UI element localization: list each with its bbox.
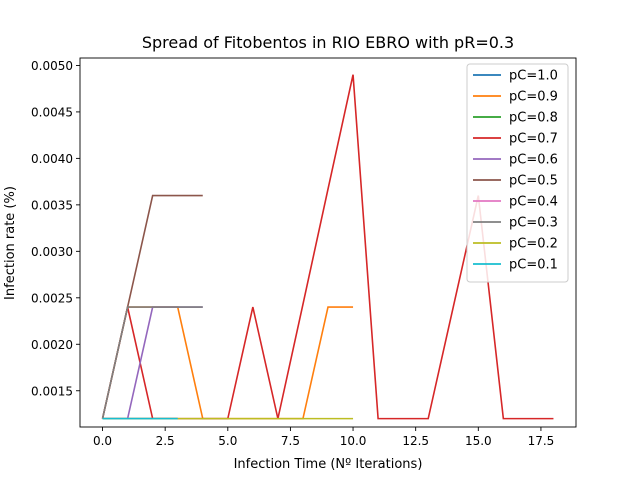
y-axis-label: Infection rate (%) xyxy=(3,186,18,300)
legend-label: pC=0.2 xyxy=(509,237,558,252)
legend: pC=1.0 pC=0.9 pC=0.8 pC=0.7 pC=0.6 pC=0.5 pC=0… xyxy=(466,63,569,283)
legend-box xyxy=(466,63,569,283)
y-tick-label: 0.0030 xyxy=(31,245,73,259)
y-tick-label: 0.0040 xyxy=(31,152,73,166)
x-tick-label: 12.5 xyxy=(402,434,429,448)
legend-label: pC=0.5 xyxy=(509,174,558,189)
x-tick-label: 15.0 xyxy=(465,434,492,448)
x-tick-label: 5.0 xyxy=(218,434,237,448)
x-tick-label: 10.0 xyxy=(340,434,367,448)
legend-label: pC=0.9 xyxy=(509,90,558,105)
legend-label: pC=0.6 xyxy=(509,153,558,168)
x-tick-label: 2.5 xyxy=(156,434,175,448)
y-tick-label: 0.0015 xyxy=(31,384,73,398)
y-tick-label: 0.0045 xyxy=(31,105,73,119)
legend-label: pC=0.4 xyxy=(509,195,558,210)
series-layer xyxy=(101,74,554,420)
legend-label: pC=0.7 xyxy=(509,132,558,147)
axes-layer: 0.0 2.5 5.0 7.5 10.0 12.5 15.0 17.5 0.0015 0.0020… xyxy=(31,57,577,448)
y-tick-label: 0.0050 xyxy=(31,59,73,73)
legend-label: pC=0.1 xyxy=(509,258,558,273)
series-line-pC=0.3 xyxy=(101,306,203,419)
y-tick-label: 0.0025 xyxy=(31,291,73,305)
legend-label: pC=0.3 xyxy=(509,216,558,231)
x-tick-label: 17.5 xyxy=(528,434,555,448)
x-tick-label: 0.0 xyxy=(93,434,112,448)
legend-label: pC=1.0 xyxy=(509,69,558,84)
plot-area-frame xyxy=(79,57,577,428)
x-tick-label: 7.5 xyxy=(281,434,300,448)
x-axis-label: Infection Time (Nº Iterations) xyxy=(234,457,423,472)
legend-label: pC=0.8 xyxy=(509,111,558,126)
chart-title: Spread of Fitobentos in RIO EBRO with pR… xyxy=(142,33,514,52)
y-tick-label: 0.0035 xyxy=(31,198,73,212)
y-tick-label: 0.0020 xyxy=(31,338,73,352)
